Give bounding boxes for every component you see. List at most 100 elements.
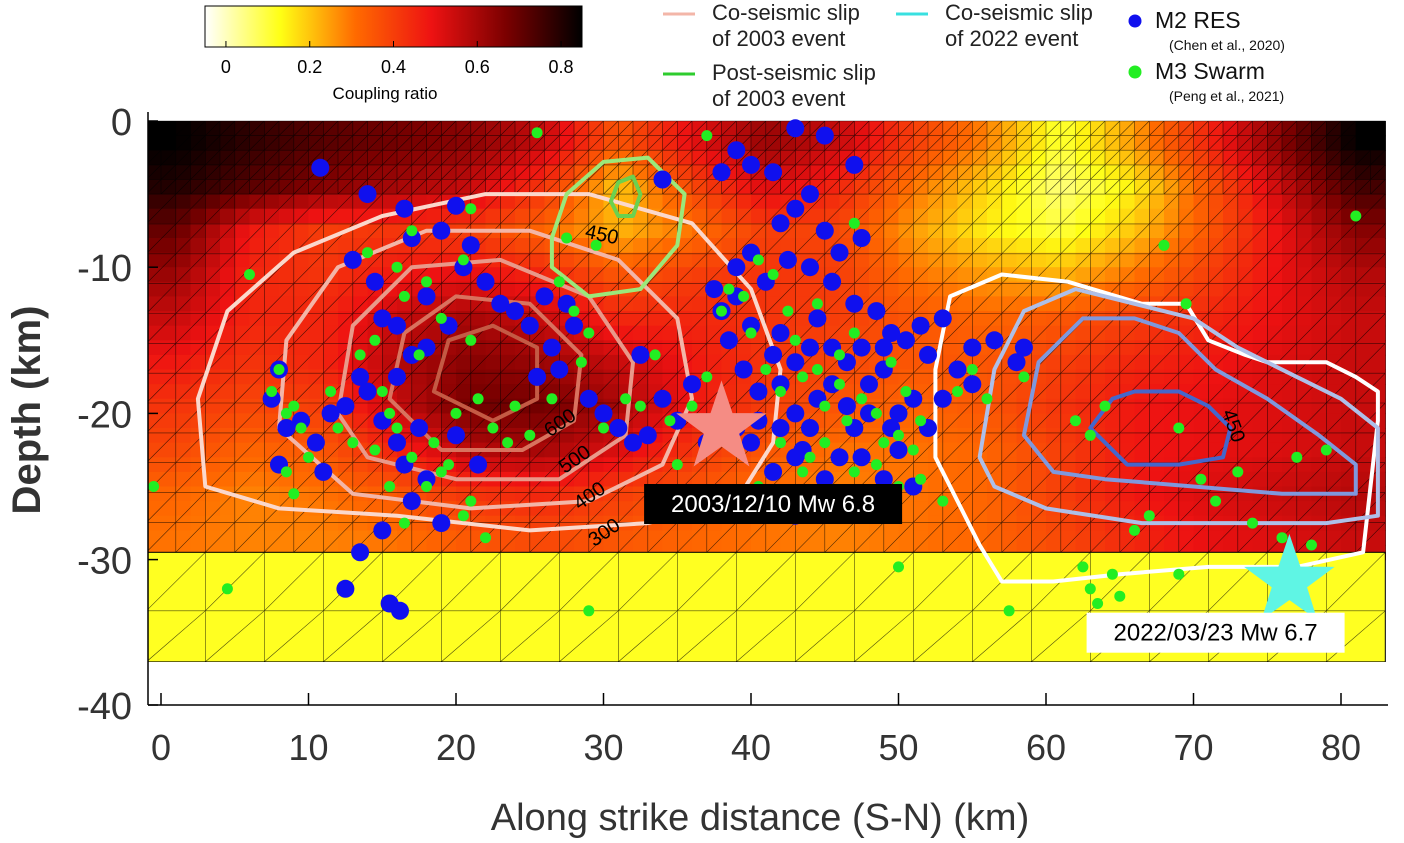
swarm-point [834,378,845,390]
swarm-point [598,422,609,434]
swarm-point [384,481,396,492]
swarm-point [244,269,255,280]
swarm-point [303,451,314,463]
res-point [542,338,561,357]
swarm-point [406,451,418,463]
swarm-point [671,459,683,471]
legend-entry: M3 Swarm (Peng et al., 2021) [1128,58,1284,104]
res-point [277,419,296,437]
res-point [311,158,330,177]
slip-contour-line [195,192,783,533]
res-point [506,302,524,321]
slip-contour-line [977,287,1380,526]
res-point [852,448,871,467]
res-point [963,375,982,394]
swarm-point [767,269,779,280]
event-label: 2022/03/23 Mw 6.7 [1114,620,1318,647]
swarm-point [288,400,300,412]
res-point [683,375,701,394]
swarm-point [1350,210,1362,222]
res-point [985,331,1004,350]
swarm-point [369,444,381,456]
slip-contour-line [431,323,540,423]
swarm-point [1320,444,1332,456]
swarm-point [848,217,860,229]
swarm-point [421,481,432,492]
res-point [719,331,738,350]
event-annotations: 2003/12/10 Mw 6.8 2022/03/23 Mw 6.7 [644,484,1345,653]
swarm-point [1143,510,1155,522]
swarm-point [398,517,410,529]
swarm-point [487,422,499,434]
swarm-point [745,327,757,339]
res-point [823,272,842,291]
swarm-point [789,334,801,346]
plot-area [148,119,1386,662]
swarm-point [738,290,750,302]
swarm-point [870,407,882,419]
swarm-point [509,400,521,412]
swarm-point [376,386,388,397]
swarm-point [435,466,447,478]
y-tick-label: 0 [111,102,132,144]
legend-entry: M2 RES (Chen et al., 2020) [1128,7,1285,53]
swarm-point [266,386,278,397]
slip-contour-line [277,228,694,511]
swarm-point [325,386,337,397]
res-point [336,397,355,416]
swarm-point [701,130,713,142]
swarm-point [435,312,447,324]
swarm-point [1077,561,1089,573]
colorbar-label: Coupling ratio [333,84,438,103]
res-point [391,601,409,620]
swarm-point [1070,415,1081,427]
res-point [520,316,539,335]
res-point [388,367,406,386]
res-point [705,280,724,299]
swarm-point [465,334,477,346]
swarm-point [686,400,698,412]
res-point [801,258,819,277]
swarm-point [280,466,292,478]
res-point [373,521,392,540]
swarm-point [1210,495,1222,507]
swarm-point [546,393,558,405]
res-point [837,397,856,416]
y-tick-label: -10 [77,248,132,290]
swarm-point [502,437,514,449]
res-point [373,309,392,328]
swarm-point [347,437,359,449]
swarm-point [856,393,868,405]
legend-label: Co-seismic slip [945,0,1093,25]
res-point [609,419,628,437]
res-point [469,455,488,474]
swarm-point [937,495,949,507]
res-point [395,199,414,218]
swarm-point [1129,524,1140,536]
res-point [933,309,952,328]
swarm-point [480,532,491,544]
colorbar-tick-label: 0.6 [465,57,490,77]
res-point [476,272,495,291]
slip-contours [195,155,1380,584]
res-point [742,433,760,452]
swarm-point [280,407,292,419]
seismicity-points [148,119,1362,620]
swarm-point [1084,429,1096,441]
swarm-point [273,364,285,375]
legend-label: M2 RES [1155,7,1241,33]
res-point [306,433,325,452]
swarm-point [878,437,890,449]
res-point [1007,353,1026,372]
swarm-point [701,371,713,383]
res-point [314,462,333,481]
swarm-point [391,422,403,434]
swarm-point [811,298,823,310]
swarm-point [1291,451,1303,463]
res-point [653,170,672,189]
swarm-point [1232,466,1244,478]
swarm-point [841,415,853,427]
legend-swatch [1128,14,1142,28]
swarm-point [457,510,469,522]
